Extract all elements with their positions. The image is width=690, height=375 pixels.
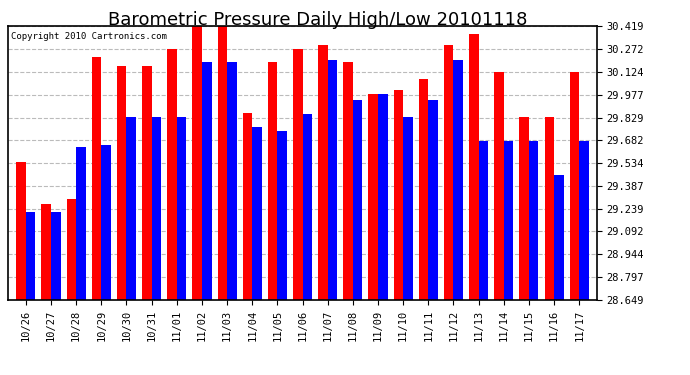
Bar: [479, 141, 489, 300]
Bar: [579, 141, 589, 300]
Text: Copyright 2010 Cartronics.com: Copyright 2010 Cartronics.com: [11, 32, 167, 41]
Bar: [328, 60, 337, 300]
Bar: [76, 147, 86, 300]
Bar: [253, 127, 262, 300]
Bar: [344, 62, 353, 300]
Bar: [17, 162, 26, 300]
Bar: [302, 114, 312, 300]
Bar: [26, 212, 35, 300]
Bar: [117, 66, 126, 300]
Bar: [570, 72, 579, 300]
Bar: [428, 100, 438, 300]
Bar: [243, 113, 253, 300]
Bar: [167, 49, 177, 300]
Bar: [101, 145, 111, 300]
Bar: [152, 117, 161, 300]
Text: Barometric Pressure Daily High/Low 20101118: Barometric Pressure Daily High/Low 20101…: [108, 11, 527, 29]
Bar: [318, 45, 328, 300]
Bar: [368, 94, 378, 300]
Bar: [227, 62, 237, 300]
Bar: [529, 141, 538, 300]
Bar: [142, 66, 152, 300]
Bar: [126, 117, 136, 300]
Bar: [51, 212, 61, 300]
Bar: [41, 204, 51, 300]
Bar: [444, 45, 453, 300]
Bar: [268, 62, 277, 300]
Bar: [92, 57, 101, 300]
Bar: [67, 200, 76, 300]
Bar: [504, 141, 513, 300]
Bar: [494, 72, 504, 300]
Bar: [293, 49, 303, 300]
Bar: [453, 60, 463, 300]
Bar: [393, 90, 403, 300]
Bar: [177, 117, 186, 300]
Bar: [419, 79, 428, 300]
Bar: [217, 26, 227, 300]
Bar: [353, 100, 362, 300]
Bar: [544, 117, 554, 300]
Bar: [378, 94, 388, 300]
Bar: [403, 117, 413, 300]
Bar: [469, 34, 479, 300]
Bar: [520, 117, 529, 300]
Bar: [554, 175, 564, 300]
Bar: [277, 131, 287, 300]
Bar: [193, 26, 202, 300]
Bar: [202, 62, 212, 300]
